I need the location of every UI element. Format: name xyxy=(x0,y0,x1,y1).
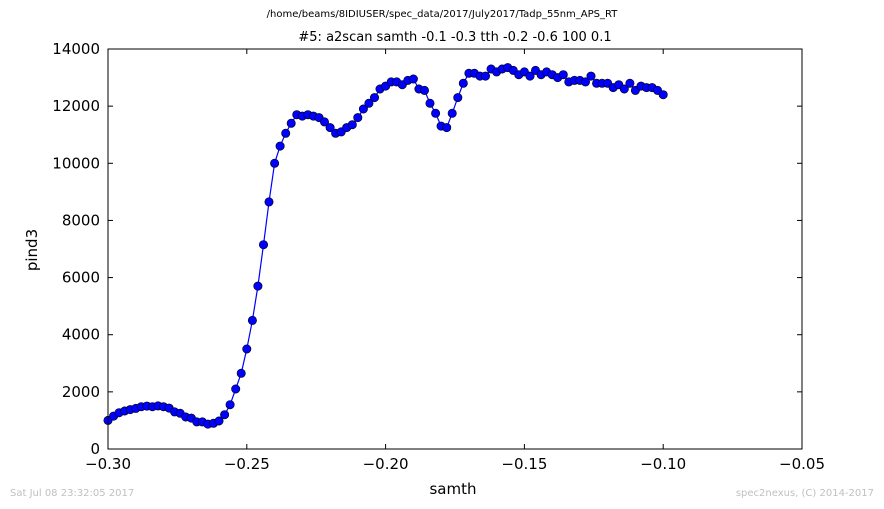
data-point xyxy=(286,118,296,128)
y-tick-label: 8000 xyxy=(62,211,100,229)
data-point xyxy=(442,123,452,133)
data-point xyxy=(580,77,590,87)
data-point xyxy=(220,410,230,420)
series-line xyxy=(107,66,664,425)
data-point xyxy=(431,108,441,118)
data-point xyxy=(419,85,429,95)
data-point xyxy=(480,71,490,81)
data-point xyxy=(225,400,235,410)
data-point xyxy=(270,158,280,168)
data-point xyxy=(525,71,535,81)
data-point xyxy=(281,128,291,138)
data-point xyxy=(425,98,435,108)
x-tick-label: −0.25 xyxy=(224,455,270,473)
footer-timestamp: Sat Jul 08 23:32:05 2017 xyxy=(10,488,135,499)
x-tick-label: −0.05 xyxy=(779,455,825,473)
data-point xyxy=(558,70,568,80)
y-tick-label: 4000 xyxy=(62,326,100,344)
x-tick-label: −0.15 xyxy=(501,455,547,473)
data-point xyxy=(619,84,629,94)
data-point xyxy=(319,117,329,127)
y-tick-label: 2000 xyxy=(62,383,100,401)
data-point xyxy=(231,384,241,394)
y-tick-label: 10000 xyxy=(52,154,100,172)
x-tick-label: −0.30 xyxy=(85,455,131,473)
data-point xyxy=(247,315,257,325)
data-point xyxy=(586,71,596,81)
data-point xyxy=(369,93,379,103)
data-point xyxy=(408,74,418,84)
data-point xyxy=(447,108,457,118)
y-tick-label: 12000 xyxy=(52,97,100,115)
y-tick-label: 6000 xyxy=(62,269,100,287)
plot-area-frame xyxy=(107,48,803,450)
data-point xyxy=(625,78,635,88)
data-point xyxy=(214,416,224,426)
chart-title: #5: a2scan samth -0.1 -0.3 tth -0.2 -0.6… xyxy=(298,30,612,45)
data-point xyxy=(364,98,374,108)
data-point xyxy=(358,104,368,114)
data-point xyxy=(236,368,246,378)
y-axis-label: pind3 xyxy=(23,229,41,271)
footer-credit: spec2nexus, (C) 2014-2017 xyxy=(735,488,874,499)
figure-suptitle-path: /home/beams/8IDIUSER/spec_data/2017/July… xyxy=(266,9,618,20)
data-point xyxy=(258,240,268,250)
data-point xyxy=(264,197,274,207)
data-point xyxy=(658,90,668,100)
ticks-layer: −0.30 −0.25 −0.20 −0.15 −0.10 −0.05 0 2000 4000 6… xyxy=(52,40,825,473)
x-tick-label: −0.10 xyxy=(640,455,686,473)
data-point xyxy=(275,141,285,151)
data-point xyxy=(347,120,357,130)
series-layer xyxy=(103,63,668,429)
x-axis-label: samth xyxy=(429,480,476,498)
y-tick-label: 0 xyxy=(90,440,100,458)
data-point xyxy=(458,78,468,88)
x-tick-label: −0.20 xyxy=(363,455,409,473)
data-point xyxy=(253,281,263,291)
y-tick-label: 14000 xyxy=(52,40,100,58)
data-point xyxy=(325,123,335,133)
data-point xyxy=(242,344,252,354)
data-point xyxy=(353,113,363,123)
data-point xyxy=(453,93,463,103)
